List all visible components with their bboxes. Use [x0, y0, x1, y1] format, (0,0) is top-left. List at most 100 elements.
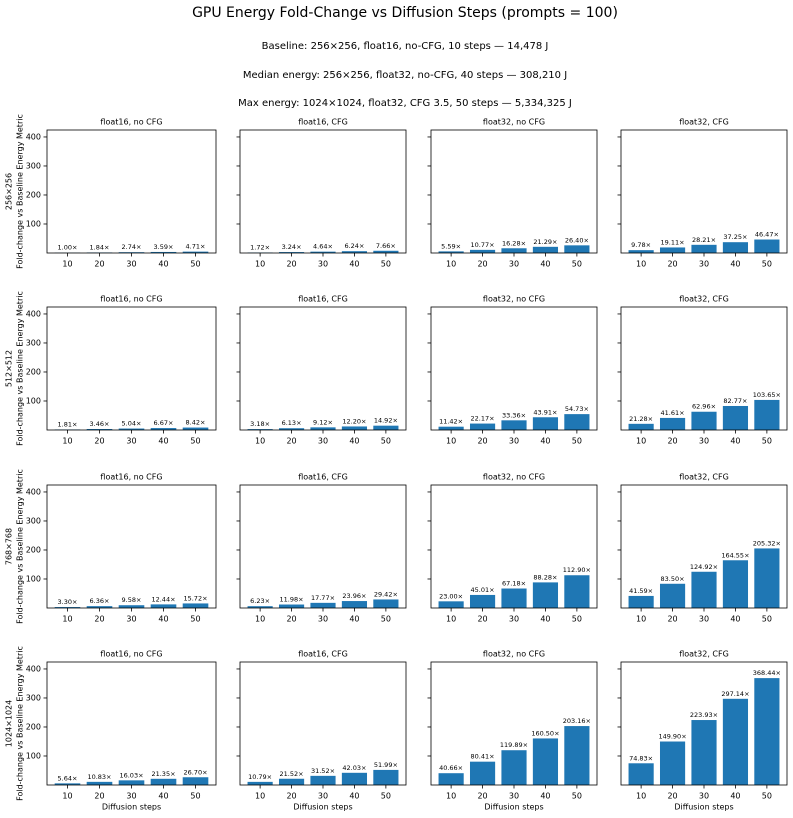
x-tick-label: 40: [349, 437, 359, 446]
bar: [438, 601, 464, 608]
x-tick-label: 20: [477, 615, 487, 624]
bar: [278, 428, 305, 430]
value-label: 9.78×: [631, 241, 651, 249]
value-label: 6.36×: [90, 597, 110, 605]
bar: [150, 604, 177, 608]
x-tick-label: 50: [190, 260, 200, 269]
axes-frame: [430, 129, 598, 254]
subplot-title: float16, no CFG: [100, 295, 162, 304]
row-label: 512×512: [5, 350, 14, 387]
x-tick-label: 20: [286, 615, 296, 624]
bar: [564, 245, 590, 253]
bar: [628, 250, 654, 253]
value-label: 54.73×: [565, 405, 589, 413]
x-tick-label: 30: [318, 260, 328, 269]
bar: [532, 246, 559, 253]
value-label: 74.83×: [629, 754, 653, 762]
axes-frame: [430, 306, 598, 431]
x-tick-label: 30: [509, 615, 519, 624]
x-tick-label: 20: [286, 437, 296, 446]
x-tick-label: 50: [381, 260, 391, 269]
subtitle: Max energy: 1024×1024, float32, CFG 3.5,…: [238, 98, 572, 109]
subplot-title: float32, CFG: [679, 118, 729, 127]
subplot-title: float32, CFG: [679, 295, 729, 304]
subplot-title: float16, CFG: [298, 473, 348, 482]
bar: [691, 720, 717, 785]
x-axis-label: Diffusion steps: [293, 803, 352, 812]
x-tick-label: 40: [349, 260, 359, 269]
bar: [373, 425, 399, 430]
bar: [532, 417, 559, 430]
bar: [182, 603, 209, 608]
x-tick-label: 50: [381, 437, 391, 446]
bar: [54, 783, 81, 785]
value-label: 1.00×: [58, 244, 78, 252]
x-tick-label: 50: [762, 792, 772, 801]
axes-frame: [239, 484, 407, 609]
x-tick-label: 30: [126, 615, 136, 624]
x-tick-label: 50: [762, 260, 772, 269]
x-tick-label: 40: [730, 437, 740, 446]
subplot-title: float16, CFG: [298, 118, 348, 127]
x-tick-label: 50: [381, 792, 391, 801]
value-label: 2.74×: [122, 243, 142, 251]
value-label: 16.03×: [119, 771, 143, 779]
x-axis-label: Diffusion steps: [674, 803, 733, 812]
subplot-title: float16, no CFG: [100, 650, 162, 659]
value-label: 41.59×: [629, 587, 653, 595]
value-label: 5.04×: [122, 420, 142, 428]
x-tick-label: 40: [349, 615, 359, 624]
value-label: 33.36×: [502, 411, 526, 419]
bar: [373, 769, 399, 785]
x-tick-label: 10: [255, 792, 265, 801]
x-tick-label: 40: [158, 615, 168, 624]
x-tick-label: 20: [94, 792, 104, 801]
bar: [438, 251, 464, 253]
y-tick-label: 400: [26, 132, 41, 141]
axes-frame: [46, 484, 217, 609]
bar: [341, 772, 368, 785]
bar: [341, 426, 368, 430]
y-tick-label: 200: [26, 367, 41, 376]
bar: [247, 429, 273, 430]
value-label: 103.65×: [753, 391, 781, 399]
bar: [501, 420, 527, 430]
value-label: 22.17×: [471, 415, 495, 423]
bar: [247, 781, 273, 785]
subplot-title: float32, CFG: [679, 650, 729, 659]
x-tick-label: 40: [158, 437, 168, 446]
y-tick-label: 100: [26, 751, 41, 760]
subplot-title: float16, CFG: [298, 650, 348, 659]
bar: [659, 417, 686, 430]
bar: [564, 726, 590, 785]
x-tick-label: 10: [446, 260, 456, 269]
value-label: 29.42×: [374, 590, 398, 598]
y-tick-label: 200: [26, 190, 41, 199]
bar: [722, 560, 749, 608]
x-tick-label: 30: [509, 260, 519, 269]
axes-frame: [620, 661, 788, 786]
x-tick-label: 30: [126, 792, 136, 801]
value-label: 80.41×: [471, 753, 495, 761]
x-tick-label: 50: [572, 260, 582, 269]
x-tick-label: 40: [158, 792, 168, 801]
value-label: 3.46×: [90, 420, 110, 428]
value-label: 12.44×: [151, 595, 175, 603]
value-label: 51.99×: [374, 761, 398, 769]
x-tick-label: 20: [477, 437, 487, 446]
axes-frame: [430, 484, 598, 609]
bar: [118, 780, 145, 785]
value-label: 26.40×: [565, 236, 589, 244]
x-tick-label: 10: [62, 260, 72, 269]
x-tick-label: 20: [94, 260, 104, 269]
bar: [564, 575, 590, 608]
value-label: 14.92×: [374, 417, 398, 425]
bar: [310, 602, 336, 608]
bar: [86, 606, 113, 608]
value-label: 3.30×: [58, 598, 78, 606]
x-tick-label: 10: [636, 437, 646, 446]
value-label: 1.81×: [58, 420, 78, 428]
y-axis-label: Fold-change vs Baseline Energy Metric: [16, 469, 25, 624]
x-tick-label: 50: [762, 437, 772, 446]
